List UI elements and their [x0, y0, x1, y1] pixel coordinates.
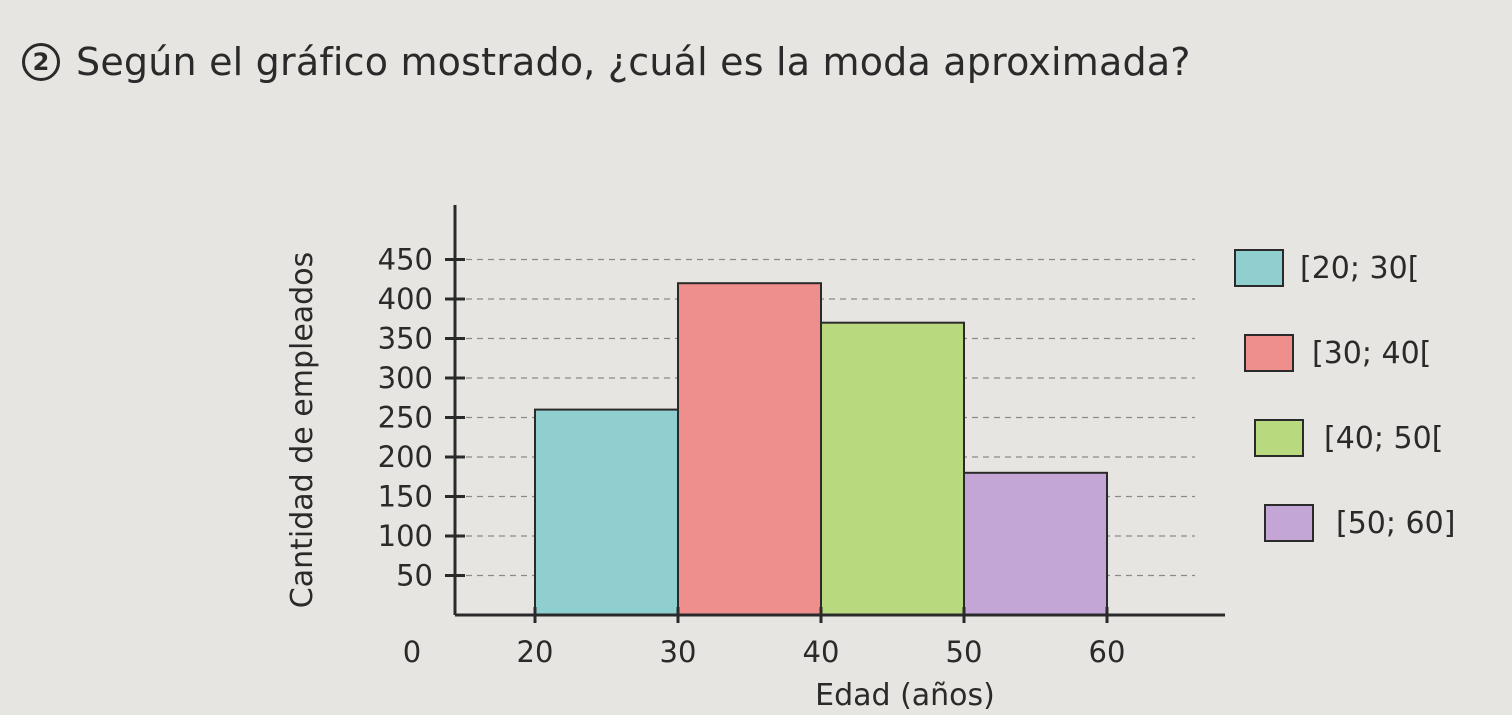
- y-tick-labels: 450 400 350 300 250 200 150 100 50: [378, 243, 433, 593]
- legend-label-1: [20; 30[: [1300, 251, 1419, 286]
- y-tick-label-300: 300: [378, 361, 433, 395]
- bar-4: [963, 471, 1108, 616]
- x-tick-label-50: 50: [946, 635, 983, 669]
- x-tick-label-60: 60: [1089, 635, 1126, 669]
- y-tick-label-400: 400: [378, 282, 433, 316]
- x-tick-labels: 20 30 40 50 60: [517, 635, 1126, 669]
- y-tick-label-150: 150: [378, 480, 433, 514]
- y-tick-label-200: 200: [378, 440, 433, 474]
- y-axis-title: Cantidad de empleados: [285, 252, 320, 608]
- legend: [20; 30[ [30; 40[ [40; 50[ [50; 60]: [1234, 249, 1455, 542]
- bar-3: [820, 321, 965, 616]
- origin-label: 0: [403, 635, 421, 669]
- legend-label-2: [30; 40[: [1312, 336, 1431, 371]
- legend-swatch-4: [1264, 504, 1314, 542]
- bar-1: [534, 408, 679, 616]
- y-tick-label-450: 450: [378, 243, 433, 277]
- y-tick-label-250: 250: [378, 401, 433, 435]
- x-tick-label-40: 40: [803, 635, 840, 669]
- x-axis-title: Edad (años): [815, 678, 995, 713]
- legend-label-4: [50; 60]: [1336, 506, 1455, 541]
- bar-2: [677, 282, 822, 616]
- x-tick-label-30: 30: [660, 635, 697, 669]
- legend-swatch-1: [1234, 249, 1284, 287]
- y-tick-label-350: 350: [378, 322, 433, 356]
- legend-swatch-3: [1254, 419, 1304, 457]
- legend-swatch-2: [1244, 334, 1294, 372]
- x-tick-label-20: 20: [517, 635, 554, 669]
- axes: [445, 205, 1225, 623]
- bars: [534, 282, 1108, 616]
- question-number: 2: [22, 43, 60, 81]
- y-tick-label-50: 50: [396, 559, 433, 593]
- legend-label-3: [40; 50[: [1324, 421, 1443, 456]
- y-tick-label-100: 100: [378, 519, 433, 553]
- question-text: Según el gráfico mostrado, ¿cuál es la m…: [76, 40, 1191, 84]
- question: 2 Según el gráfico mostrado, ¿cuál es la…: [22, 40, 1191, 84]
